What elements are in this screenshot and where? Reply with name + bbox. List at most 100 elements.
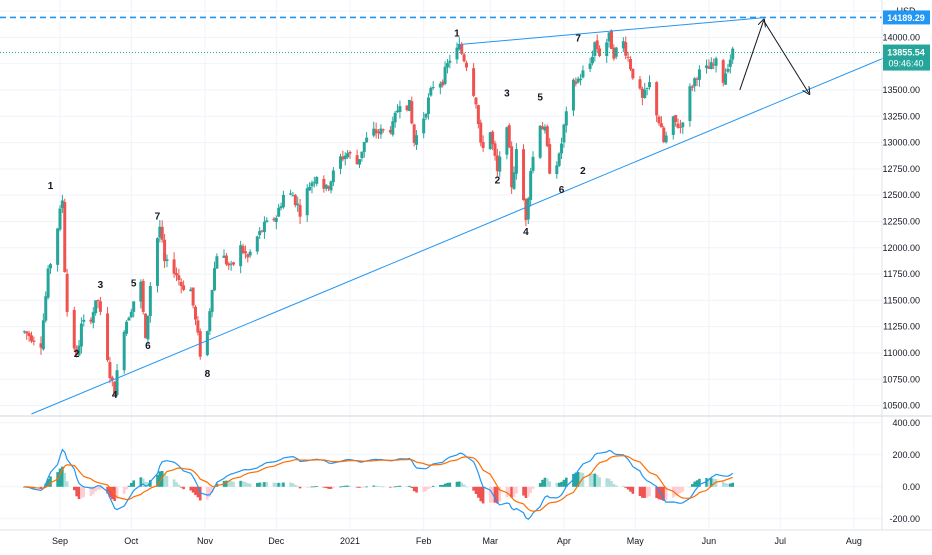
histogram-bar [232,481,235,487]
candle-body [548,144,552,174]
resistance-trendline [456,16,767,46]
histogram-bar [424,486,428,492]
candle-body [172,259,176,274]
candle-body [122,331,126,371]
time-tick-label: Aug [846,536,862,546]
candle-body [205,331,209,356]
grid [0,0,932,530]
candle-body [628,59,632,70]
histogram-bar [75,486,78,497]
histogram-bar [248,483,252,487]
candle-body [46,268,50,298]
candle-body [374,129,378,134]
candle-body [305,188,309,216]
histogram-bar [291,483,295,487]
candle-body [607,32,611,42]
histogram-bar [355,486,359,488]
time-tick-label: Nov [197,536,214,546]
histogram-bar [410,486,414,488]
candle-body [155,238,159,286]
histogram-bar [381,486,385,488]
histogram-bar [472,486,475,491]
histogram-bar [396,486,399,487]
histogram-bar [289,482,292,487]
candle-body [296,203,300,206]
time-tick-label: 2021 [340,536,360,546]
wave-label: 5 [131,279,137,290]
histogram-bar [327,486,330,489]
candle-body [464,62,468,68]
histogram-bar [125,486,128,490]
candle-body [79,323,83,347]
candle-body [215,256,219,269]
histogram-bar [244,482,247,487]
indicator-tick-label: 0.00 [902,482,920,492]
candle-body [574,81,578,84]
wave-label: 6 [559,185,565,196]
histogram-bar [712,478,715,487]
projection-arrow [739,21,764,91]
candle-body [29,335,33,342]
candle-body [360,151,364,159]
histogram-bar [332,486,335,489]
histogram-bar [260,482,264,487]
candle-body [526,198,530,220]
candle-body [624,42,628,56]
time-tick-label: Jun [702,536,717,546]
histogram-bar [645,486,649,498]
candle-body [457,44,461,50]
candle-body [393,112,397,123]
histogram-bar [624,486,628,488]
histogram-bar [605,478,609,487]
histogram-bar [165,475,169,487]
histogram-bar [263,482,266,487]
candle-body [621,41,625,49]
histogram-bar [206,486,209,500]
histogram-bar [360,486,364,488]
histogram-bar [339,486,342,488]
candle-body [63,202,67,273]
histogram-bar [324,486,328,488]
candle-body [557,153,561,166]
price-tick-label: 13000.00 [882,138,920,148]
candle-body [293,194,297,206]
histogram-bar [721,481,725,487]
candle-body [522,149,526,201]
countdown-label: 09:46:40 [888,59,923,69]
candle-body [348,151,352,154]
candle-body [75,348,79,355]
candle-body [724,73,728,85]
time-tick-label: Mar [482,536,498,546]
candle-body [91,312,95,323]
candle-body [424,113,428,118]
histogram-bar [422,486,425,492]
histogram-bar [115,486,119,500]
candle-body [674,115,678,123]
histogram-bar [429,486,433,488]
candle-body [531,156,535,171]
candle-body [377,131,381,134]
candle-body [132,301,136,312]
candle-body [560,143,564,154]
histogram-bar [545,478,549,487]
candle-body [177,275,181,280]
candle-body [331,170,335,183]
candle-body [165,259,169,262]
candle-body [579,78,583,81]
candle-body [438,83,442,88]
candle-body [664,135,668,143]
price-tick-label: 11500.00 [883,295,920,305]
candle-body [472,68,476,96]
histogram-bar [479,486,483,502]
histogram-bar [132,480,135,487]
candle-body [655,82,659,116]
histogram-bar [522,486,525,496]
candle-body [262,221,266,233]
candle-body [65,273,69,312]
candle-body [695,78,699,80]
indicator-pane [23,448,735,520]
candle-body [141,280,145,312]
level-tag-label: 14189.29 [887,13,925,23]
candle-body [56,228,60,265]
